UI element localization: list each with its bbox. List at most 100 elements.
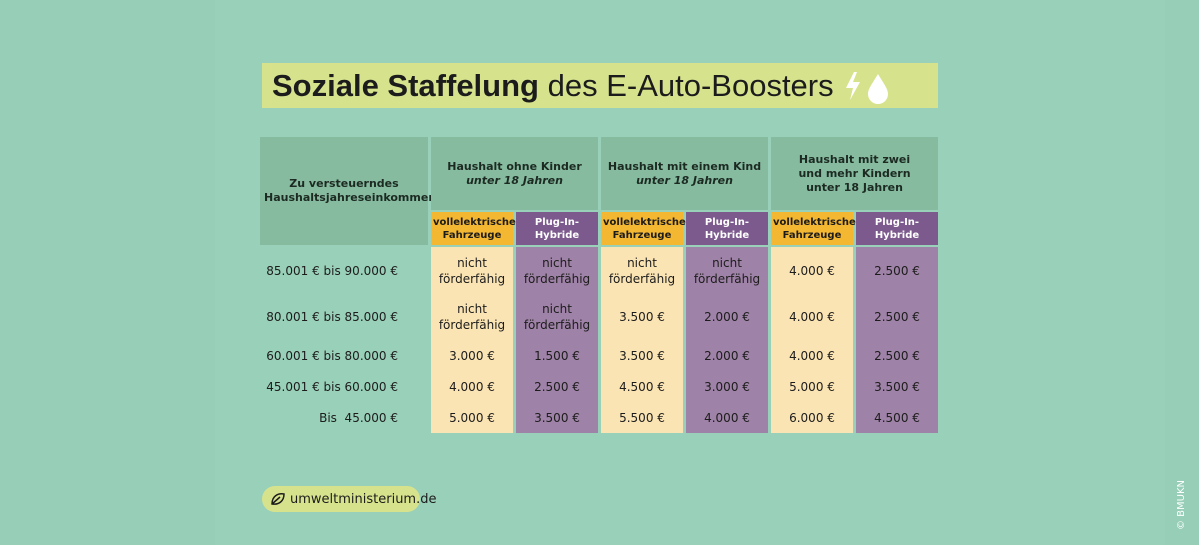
cell: nicht förderfähig: [516, 294, 598, 340]
cell: 3.500 €: [856, 371, 938, 403]
cell: 4.000 €: [771, 247, 853, 294]
subheader-text: vollelektrische Fahrzeuge: [603, 216, 686, 241]
row-header-text: Zu versteuerndes Haushaltsjahreseinkomme…: [264, 177, 437, 204]
cell-text: 2.500 €: [874, 263, 920, 278]
cell: 6.000 €: [771, 403, 853, 433]
subheader-text: Plug-In-Hybride: [704, 216, 750, 241]
cell: nicht förderfähig: [601, 247, 683, 294]
cell: 3.000 €: [686, 371, 768, 403]
cell-text: 5.000 €: [449, 411, 495, 425]
subheader-text: Plug-In-Hybride: [874, 216, 920, 241]
cell: 3.000 €: [431, 340, 513, 371]
cell-text: 2.500 €: [874, 348, 920, 363]
cell-text: 3.500 €: [534, 411, 580, 425]
group-header: Haushalt mit einem Kind unter 18 Jahren: [601, 137, 768, 210]
cell-text: 3.000 €: [704, 380, 750, 394]
row-label: 60.001 € bis 80.000 €: [260, 340, 428, 371]
cell-text: 4.000 €: [449, 380, 495, 394]
row-label: 80.001 € bis 85.000 €: [260, 294, 428, 340]
cell-text: 3.000 €: [449, 348, 495, 363]
column-bg: [686, 247, 768, 433]
cell-text: 4.000 €: [704, 411, 750, 425]
row-label: 45.001 € bis 60.000 €: [260, 371, 428, 403]
cell: 3.500 €: [601, 294, 683, 340]
cell-text: 4.000 €: [789, 263, 835, 278]
cell-text: 6.000 €: [789, 411, 835, 425]
cell: 3.500 €: [601, 340, 683, 371]
column-bg: [771, 247, 853, 433]
cell: 2.500 €: [516, 371, 598, 403]
group-subtitle: unter 18 Jahren: [636, 173, 733, 187]
row-label-text: 80.001 € bis 85.000 €: [266, 310, 398, 324]
row-label-text: 60.001 € bis 80.000 €: [266, 348, 398, 363]
group-subtitle: unter 18 Jahren: [806, 180, 903, 194]
cell: nicht förderfähig: [431, 294, 513, 340]
subheader: Plug-In-Hybride: [516, 212, 598, 245]
cell: 2.500 €: [856, 247, 938, 294]
row-label-text: 85.001 € bis 90.000 €: [266, 263, 398, 278]
cell: nicht förderfähig: [516, 247, 598, 294]
link-text: umweltministerium.de: [290, 491, 437, 507]
cell-text: 4.500 €: [619, 380, 665, 394]
cell-text: 2.000 €: [704, 348, 750, 363]
title-rest: des E-Auto-Boosters: [538, 67, 834, 103]
cell-text: 5.500 €: [619, 411, 665, 425]
cell-text: 5.000 €: [789, 380, 835, 394]
row-label-text: 45.001 € bis 60.000 €: [266, 380, 398, 394]
icons: [845, 71, 888, 104]
cell-text: 3.500 €: [619, 310, 665, 324]
subheader-text: Plug-In-Hybride: [534, 216, 580, 241]
cell-text: 2.000 €: [704, 310, 750, 324]
subheader: vollelektrische Fahrzeuge: [431, 212, 516, 245]
group-title: Haushalt ohne Kinder: [447, 159, 582, 173]
title-bold: Soziale Staffelung: [272, 67, 539, 103]
group-title: Haushalt mit einem Kind: [607, 159, 762, 173]
cell-text: nicht förderfähig: [438, 255, 506, 286]
cell-text: 4.500 €: [874, 411, 920, 425]
cell-text: 4.000 €: [789, 310, 835, 324]
cell-text: 2.500 €: [874, 310, 920, 324]
cell-text: 1.500 €: [534, 348, 580, 363]
column-bg: [516, 247, 598, 433]
subheader: Plug-In-Hybride: [856, 212, 938, 245]
leaf-icon: [271, 493, 285, 505]
group-title: Haushalt mit zwei und mehr Kindern: [798, 152, 911, 180]
cell: 2.000 €: [686, 294, 768, 340]
subheader-text: vollelektrische Fahrzeuge: [433, 216, 516, 241]
cell-text: 2.500 €: [534, 380, 580, 394]
cell: 5.000 €: [431, 403, 513, 433]
cell: 4.000 €: [771, 340, 853, 371]
cell: 1.500 €: [516, 340, 598, 371]
cell: 2.000 €: [686, 340, 768, 371]
column-bg: [856, 247, 938, 433]
cell: 5.500 €: [601, 403, 683, 433]
cell: 4.500 €: [601, 371, 683, 403]
cell: nicht förderfähig: [431, 247, 513, 294]
cell: 4.000 €: [686, 403, 768, 433]
subheader: vollelektrische Fahrzeuge: [771, 212, 856, 245]
cell: 4.500 €: [856, 403, 938, 433]
footer-link: umweltministerium.de: [262, 486, 436, 512]
subheader-text: vollelektrische Fahrzeuge: [773, 216, 856, 241]
cell-text: 4.000 €: [789, 348, 835, 363]
row-header: Zu versteuerndes Haushaltsjahreseinkomme…: [260, 137, 437, 245]
row-label: Bis 45.000 €: [260, 403, 428, 433]
cell: 4.000 €: [771, 294, 853, 340]
cell: 3.500 €: [516, 403, 598, 433]
cell: 2.500 €: [856, 294, 938, 340]
cell-text: nicht förderfähig: [693, 255, 761, 286]
cell: 4.000 €: [431, 371, 513, 403]
cell-text: nicht förderfähig: [523, 302, 591, 332]
cell-text: nicht förderfähig: [438, 302, 506, 332]
cell: 2.500 €: [856, 340, 938, 371]
title: Soziale Staffelung des E-Auto-Boosters: [262, 63, 938, 108]
subheader: Plug-In-Hybride: [686, 212, 768, 245]
column-bg: [601, 247, 683, 433]
subheader: vollelektrische Fahrzeuge: [601, 212, 686, 245]
column-bg: [431, 247, 513, 433]
row-label: 85.001 € bis 90.000 €: [260, 247, 428, 294]
cell: nicht förderfähig: [686, 247, 768, 294]
credit: © BMUKN: [1176, 479, 1187, 530]
group-header: Haushalt ohne Kinder unter 18 Jahren: [431, 137, 598, 210]
